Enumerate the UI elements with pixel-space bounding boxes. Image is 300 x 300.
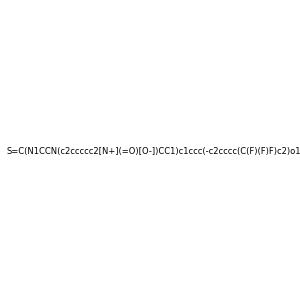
Text: S=C(N1CCN(c2ccccc2[N+](=O)[O-])CC1)c1ccc(-c2cccc(C(F)(F)F)c2)o1: S=C(N1CCN(c2ccccc2[N+](=O)[O-])CC1)c1ccc… — [7, 147, 300, 156]
